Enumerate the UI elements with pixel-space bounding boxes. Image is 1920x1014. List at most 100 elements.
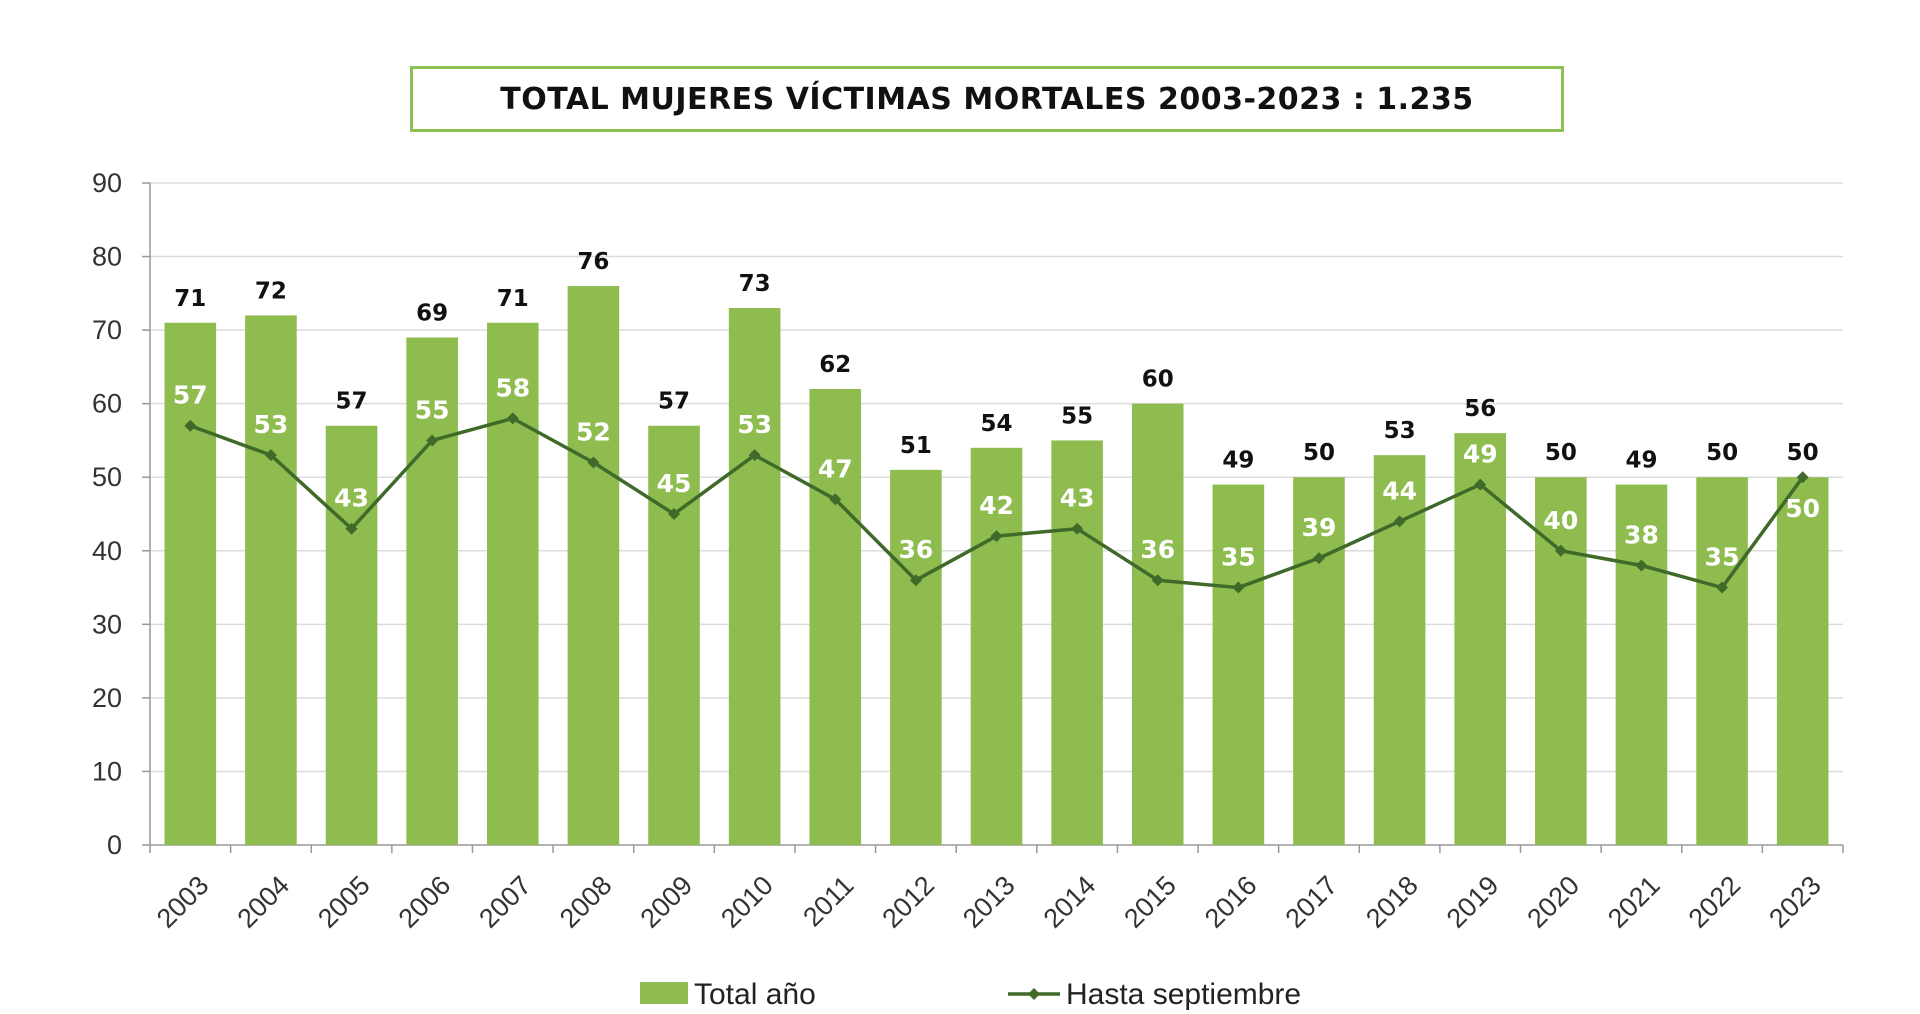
- line-point: [1232, 581, 1245, 594]
- bar-value-label: 60: [1142, 367, 1174, 393]
- y-tick-label: 70: [92, 315, 122, 345]
- x-tick-label: 2020: [1521, 870, 1585, 934]
- line-value-label: 40: [1543, 506, 1578, 535]
- y-tick-label: 90: [92, 168, 122, 198]
- legend-label-total: Total año: [694, 978, 816, 1011]
- line-value-label: 45: [657, 469, 692, 498]
- line-value-label: 50: [1785, 494, 1820, 523]
- bar: [245, 315, 297, 845]
- x-tick-label: 2012: [876, 870, 940, 934]
- line-value-label: 35: [1705, 543, 1740, 572]
- bar: [728, 308, 781, 845]
- bar-value-label: 50: [1787, 440, 1819, 466]
- line-point: [1635, 559, 1648, 572]
- x-tick-label: 2015: [1118, 870, 1182, 934]
- y-tick-label: 0: [107, 830, 122, 860]
- bar-value-label: 51: [900, 433, 932, 459]
- bar-value-label: 72: [255, 278, 287, 304]
- bar-series: [164, 285, 1829, 845]
- x-tick-label: 2007: [473, 870, 537, 934]
- bar: [1776, 477, 1829, 845]
- line-point: [668, 508, 681, 520]
- line-value-label: 49: [1463, 440, 1498, 469]
- line-point: [506, 412, 519, 425]
- bar-value-label: 73: [739, 271, 771, 297]
- data-labels: 71 72 57 69 71 76 57 73 62 51 54 55 60 49 50 53 56 50 49 50…: [173, 249, 1820, 572]
- x-tick-label: 2008: [554, 870, 618, 934]
- line-value-label: 43: [1060, 484, 1095, 513]
- bar-value-label: 49: [1222, 448, 1254, 474]
- legend-swatch-total: [640, 982, 688, 1004]
- bar: [406, 337, 458, 845]
- bar-value-label: 54: [980, 411, 1012, 437]
- bar: [1696, 477, 1748, 845]
- bar-value-label: 71: [497, 286, 529, 312]
- bar-value-label: 62: [819, 352, 851, 378]
- bar: [809, 388, 862, 845]
- line-point: [426, 434, 439, 447]
- bar: [1454, 433, 1507, 845]
- x-tick-label: 2016: [1199, 870, 1263, 934]
- line-value-label: 38: [1624, 520, 1659, 549]
- bar-value-label: 53: [1384, 418, 1416, 444]
- y-tick-label: 20: [92, 683, 122, 713]
- bar: [970, 447, 1023, 845]
- x-tick-label: 2010: [715, 870, 779, 934]
- bar-value-label: 50: [1545, 440, 1577, 466]
- y-tick-label: 30: [92, 609, 122, 639]
- legend: Total año Hasta septiembre: [640, 978, 1301, 1011]
- bar-value-label: 49: [1625, 448, 1657, 474]
- bar: [164, 322, 217, 845]
- line-value-label: 42: [979, 491, 1014, 520]
- y-tick-label: 60: [92, 389, 122, 419]
- line-point: [990, 530, 1003, 543]
- bar: [325, 425, 378, 845]
- x-tick-label: 2014: [1038, 870, 1102, 934]
- line-value-label: 35: [1221, 543, 1256, 572]
- bar-value-label: 56: [1464, 396, 1496, 422]
- y-tick-label: 80: [92, 242, 122, 272]
- line-value-label: 58: [495, 373, 530, 402]
- line-point: [1796, 471, 1809, 484]
- bar-value-label: 69: [416, 300, 448, 326]
- line-point: [184, 419, 197, 432]
- line-point: [1716, 581, 1729, 594]
- x-tick-label: 2004: [231, 870, 295, 934]
- line-value-label: 44: [1382, 476, 1417, 505]
- bar: [1293, 477, 1345, 845]
- x-tick-label: 2003: [151, 870, 215, 934]
- line-point: [1071, 522, 1084, 535]
- line-point: [1151, 574, 1164, 587]
- legend-label-line: Hasta septiembre: [1066, 978, 1301, 1011]
- line-point: [587, 456, 600, 469]
- y-tick-label: 40: [92, 536, 122, 566]
- bar-value-label: 50: [1303, 440, 1335, 466]
- bar: [648, 425, 700, 845]
- line-point: [748, 449, 761, 462]
- bar-value-label: 71: [174, 286, 206, 312]
- line-series: [184, 412, 1809, 594]
- line-point: [1393, 515, 1406, 528]
- line-point: [1554, 544, 1567, 557]
- bar-value-label: 76: [577, 249, 609, 275]
- x-tick-label: 2018: [1360, 870, 1424, 934]
- bar-value-label: 55: [1061, 403, 1093, 429]
- y-tick-label: 10: [92, 756, 122, 786]
- bar-value-label: 50: [1706, 440, 1738, 466]
- bar: [567, 285, 620, 845]
- x-tick-label: 2022: [1683, 870, 1747, 934]
- bar: [1131, 403, 1184, 845]
- x-tick-label: 2005: [312, 870, 376, 934]
- line-value-label: 55: [415, 395, 450, 424]
- bar: [1615, 484, 1668, 845]
- bar-value-label: 57: [336, 389, 368, 415]
- x-tick-label: 2011: [797, 870, 859, 932]
- x-tick-label: 2017: [1280, 870, 1344, 934]
- line-value-label: 47: [818, 454, 853, 483]
- legend-marker: [1028, 988, 1040, 1000]
- bar-value-label: 57: [658, 389, 690, 415]
- x-tick-label: 2019: [1441, 870, 1505, 934]
- line-point: [1474, 478, 1487, 491]
- line-point: [345, 522, 358, 535]
- x-tick-label: 2013: [957, 870, 1021, 934]
